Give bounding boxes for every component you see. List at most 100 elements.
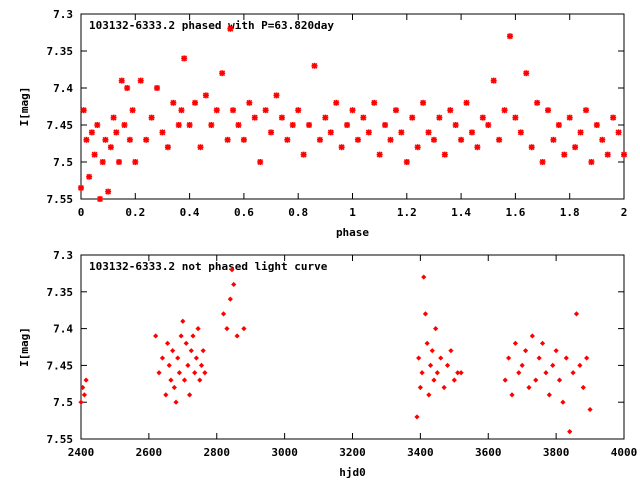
- data-point: [512, 340, 518, 346]
- x-tick-label: 3800: [543, 446, 570, 459]
- data-point: [570, 370, 576, 376]
- data-point: [529, 333, 535, 339]
- data-point: [173, 399, 179, 405]
- data-point: [419, 370, 425, 376]
- data-point: [376, 151, 383, 158]
- data-point: [240, 136, 247, 143]
- data-point: [154, 85, 161, 91]
- data-point: [522, 348, 529, 354]
- data-point: [163, 392, 169, 398]
- data-point: [479, 114, 486, 121]
- data-point: [175, 355, 181, 361]
- data-point: [550, 136, 557, 143]
- data-point: [434, 370, 440, 376]
- data-point: [322, 114, 329, 121]
- x-axis-label: hjd0: [339, 466, 366, 479]
- data-point: [193, 355, 199, 361]
- data-point: [129, 107, 136, 114]
- data-point: [170, 348, 176, 354]
- data-point: [506, 355, 512, 361]
- data-point: [365, 129, 372, 136]
- data-point: [306, 122, 313, 128]
- x-tick-label: 1: [349, 206, 356, 219]
- data-point: [88, 129, 95, 136]
- data-point: [202, 370, 208, 376]
- data-point: [229, 267, 235, 273]
- data-point: [113, 129, 120, 136]
- y-axis-label: I[mag]: [18, 87, 31, 127]
- data-point: [97, 196, 104, 202]
- data-point: [166, 362, 172, 368]
- data-point: [143, 136, 150, 143]
- data-point: [553, 348, 559, 354]
- data-point: [235, 122, 242, 128]
- data-point: [448, 348, 454, 354]
- data-point: [107, 144, 114, 151]
- data-point: [582, 107, 589, 114]
- data-point: [197, 144, 204, 151]
- data-point: [544, 107, 551, 114]
- y-tick-label: 7.5: [53, 396, 73, 409]
- data-point: [422, 311, 429, 317]
- data-point: [468, 129, 475, 136]
- x-tick-label: 4000: [611, 446, 638, 459]
- data-point: [124, 85, 131, 91]
- data-point: [188, 348, 194, 354]
- data-point: [132, 159, 139, 165]
- data-point: [78, 184, 84, 191]
- data-point: [126, 136, 133, 143]
- data-point: [458, 136, 465, 143]
- data-point: [502, 377, 508, 383]
- data-point: [516, 370, 522, 376]
- x-tick-label: 2: [621, 206, 628, 219]
- data-point: [509, 392, 515, 398]
- chart-panel-top: 0 0.2 0.4 0.6 0.8 1 1.2 1.4 1.6 1.8 2 7.3 7.35 7.4 7.4…: [18, 8, 627, 239]
- y-tick-label: 7.4: [53, 82, 73, 95]
- data-point: [213, 107, 220, 114]
- data-point: [414, 144, 421, 151]
- data-point: [536, 355, 542, 361]
- data-point: [485, 122, 492, 128]
- data-point: [580, 384, 586, 391]
- data-point: [463, 99, 470, 106]
- data-point: [190, 333, 196, 339]
- data-point: [110, 114, 117, 121]
- x-tick-label: 1.8: [560, 206, 580, 219]
- data-point: [539, 340, 546, 346]
- data-point: [560, 399, 566, 405]
- data-point: [83, 377, 89, 383]
- x-tick-label: 2600: [136, 446, 163, 459]
- data-point: [137, 77, 144, 84]
- data-point: [178, 107, 185, 114]
- data-point: [227, 25, 234, 32]
- y-axis-label: I[mag]: [18, 327, 31, 367]
- data-point: [208, 122, 215, 128]
- data-point: [311, 62, 318, 69]
- data-point: [398, 129, 405, 136]
- data-point: [219, 70, 226, 77]
- data-point: [417, 384, 423, 391]
- data-point: [257, 159, 264, 165]
- data-point: [164, 340, 171, 346]
- data-point: [441, 384, 447, 391]
- data-point: [451, 377, 457, 383]
- data-point: [360, 114, 367, 121]
- data-point: [543, 370, 549, 376]
- data-point: [289, 122, 296, 128]
- data-point: [403, 159, 410, 165]
- x-axis-label: phase: [336, 226, 369, 239]
- data-point: [231, 281, 237, 288]
- data-point: [175, 122, 182, 128]
- data-point: [80, 107, 87, 114]
- y-tick-label: 7.45: [47, 119, 74, 132]
- y-tick-label: 7.55: [47, 433, 74, 446]
- data-point: [455, 370, 461, 376]
- data-point: [91, 151, 98, 158]
- data-point: [599, 136, 606, 143]
- x-tick-label: 2400: [68, 446, 95, 459]
- x-tick-label: 2800: [204, 446, 231, 459]
- data-point: [382, 122, 389, 128]
- data-point: [295, 107, 302, 114]
- data-point: [273, 92, 280, 99]
